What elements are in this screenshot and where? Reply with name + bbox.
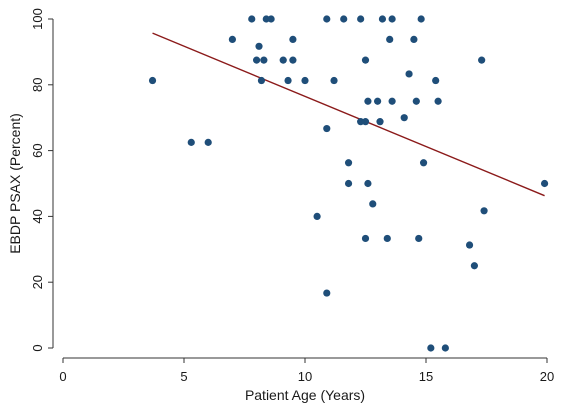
data-point — [383, 234, 391, 243]
data-point — [344, 159, 353, 167]
y-tick-label: 20 — [30, 275, 45, 289]
data-point — [378, 15, 387, 23]
fit-line-layer — [152, 32, 545, 197]
data-point — [361, 234, 370, 243]
y-tick-label: 0 — [30, 344, 45, 351]
data-point — [289, 35, 297, 43]
data-point — [419, 159, 428, 167]
data-point — [480, 207, 488, 215]
y-axis-title: EBDP PSAX (Percent) — [7, 113, 23, 254]
x-axis-title: Patient Age (Years) — [245, 387, 365, 403]
data-point — [344, 179, 353, 188]
x-axis-ticks: 0 5 10 15 20 — [59, 358, 554, 384]
data-point — [257, 76, 266, 85]
y-tick-label: 40 — [30, 209, 45, 223]
data-point — [432, 76, 440, 85]
data-point — [478, 56, 486, 64]
data-point — [204, 138, 212, 146]
data-point — [364, 97, 372, 105]
x-tick-label: 10 — [298, 369, 312, 384]
data-point — [323, 289, 331, 297]
data-point — [427, 344, 435, 352]
x-tick-label: 0 — [59, 369, 66, 384]
data-point — [187, 138, 195, 146]
fit-line — [152, 32, 545, 197]
data-point — [415, 234, 423, 243]
data-point — [465, 241, 474, 249]
data-point — [410, 35, 418, 43]
data-point — [323, 124, 331, 133]
data-point — [228, 35, 236, 43]
y-tick-label: 60 — [30, 143, 45, 157]
y-tick-label: 80 — [30, 78, 45, 92]
data-point — [267, 15, 275, 23]
data-point — [388, 97, 396, 105]
x-tick-label: 20 — [540, 369, 554, 384]
data-point — [388, 15, 396, 23]
data-point — [364, 179, 372, 188]
x-tick-label: 15 — [419, 369, 433, 384]
data-point — [386, 35, 394, 43]
data-point — [400, 114, 408, 122]
data-point — [434, 97, 442, 105]
data-point — [470, 262, 478, 270]
data-point — [284, 76, 292, 85]
data-point — [417, 15, 425, 23]
data-point — [279, 56, 287, 64]
data-point — [357, 15, 365, 23]
data-point — [148, 76, 157, 85]
data-point — [369, 200, 377, 208]
data-point — [340, 15, 348, 23]
y-axis-ticks: 0 20 40 60 80 100 — [30, 8, 53, 352]
data-point — [441, 344, 449, 352]
data-point — [253, 56, 261, 64]
data-point — [361, 56, 370, 64]
data-points — [148, 15, 549, 352]
data-point — [412, 97, 420, 105]
data-point — [255, 42, 263, 50]
data-point — [540, 179, 549, 188]
data-point — [289, 56, 297, 64]
data-point — [330, 76, 338, 85]
data-point — [323, 15, 331, 23]
data-point — [248, 15, 256, 23]
data-point — [301, 76, 309, 85]
y-tick-label: 100 — [30, 8, 45, 30]
data-point — [374, 97, 382, 105]
data-point — [361, 118, 370, 126]
x-tick-label: 5 — [180, 369, 187, 384]
data-point — [405, 70, 413, 78]
data-point — [376, 118, 384, 126]
data-point — [260, 56, 268, 64]
data-point — [313, 212, 321, 220]
